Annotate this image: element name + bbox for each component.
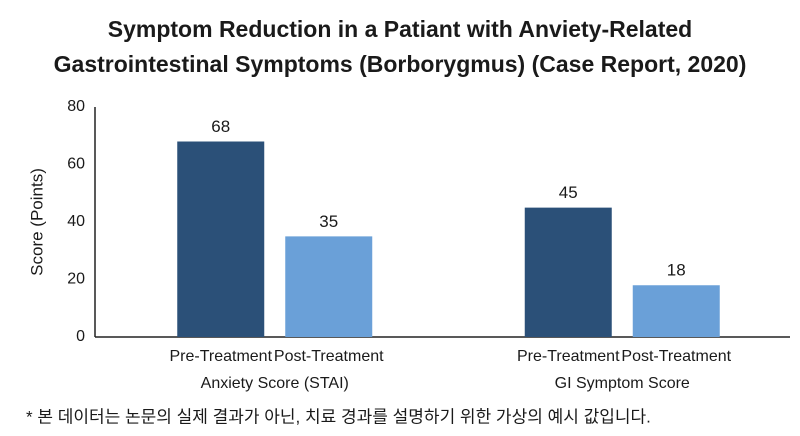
value-label: 35: [319, 212, 338, 231]
chart-title: Symptom Reduction in a Patiant with Anvi…: [108, 16, 692, 42]
y-tick-label: 40: [67, 213, 85, 230]
footnote: * 본 데이터는 논문의 실제 결과가 아닌, 치료 경과를 설명하기 위한 가…: [26, 407, 651, 426]
x-tick-label: Post-Treatment: [274, 348, 384, 365]
y-tick-label: 80: [67, 98, 85, 115]
chart-title: Gastrointestinal Symptoms (Borborygmus) …: [54, 51, 747, 77]
value-label: 45: [559, 183, 578, 202]
value-label: 68: [211, 117, 230, 136]
x-tick-label: Post-Treatment: [621, 348, 731, 365]
bar: [632, 285, 720, 337]
x-tick-label: Pre-Treatment: [517, 348, 620, 365]
x-group-label: GI Symptom Score: [555, 375, 690, 392]
y-tick-label: 60: [67, 156, 85, 173]
value-label: 18: [667, 261, 686, 280]
y-tick-label: 20: [67, 271, 85, 288]
x-group-label: Anxiety Score (STAI): [201, 375, 349, 392]
x-tick-label: Pre-Treatment: [169, 348, 272, 365]
y-axis-label: Score (Points): [27, 168, 46, 276]
bar: [285, 236, 373, 337]
y-tick-label: 0: [76, 328, 85, 345]
bar: [177, 141, 265, 337]
bar: [524, 207, 612, 337]
